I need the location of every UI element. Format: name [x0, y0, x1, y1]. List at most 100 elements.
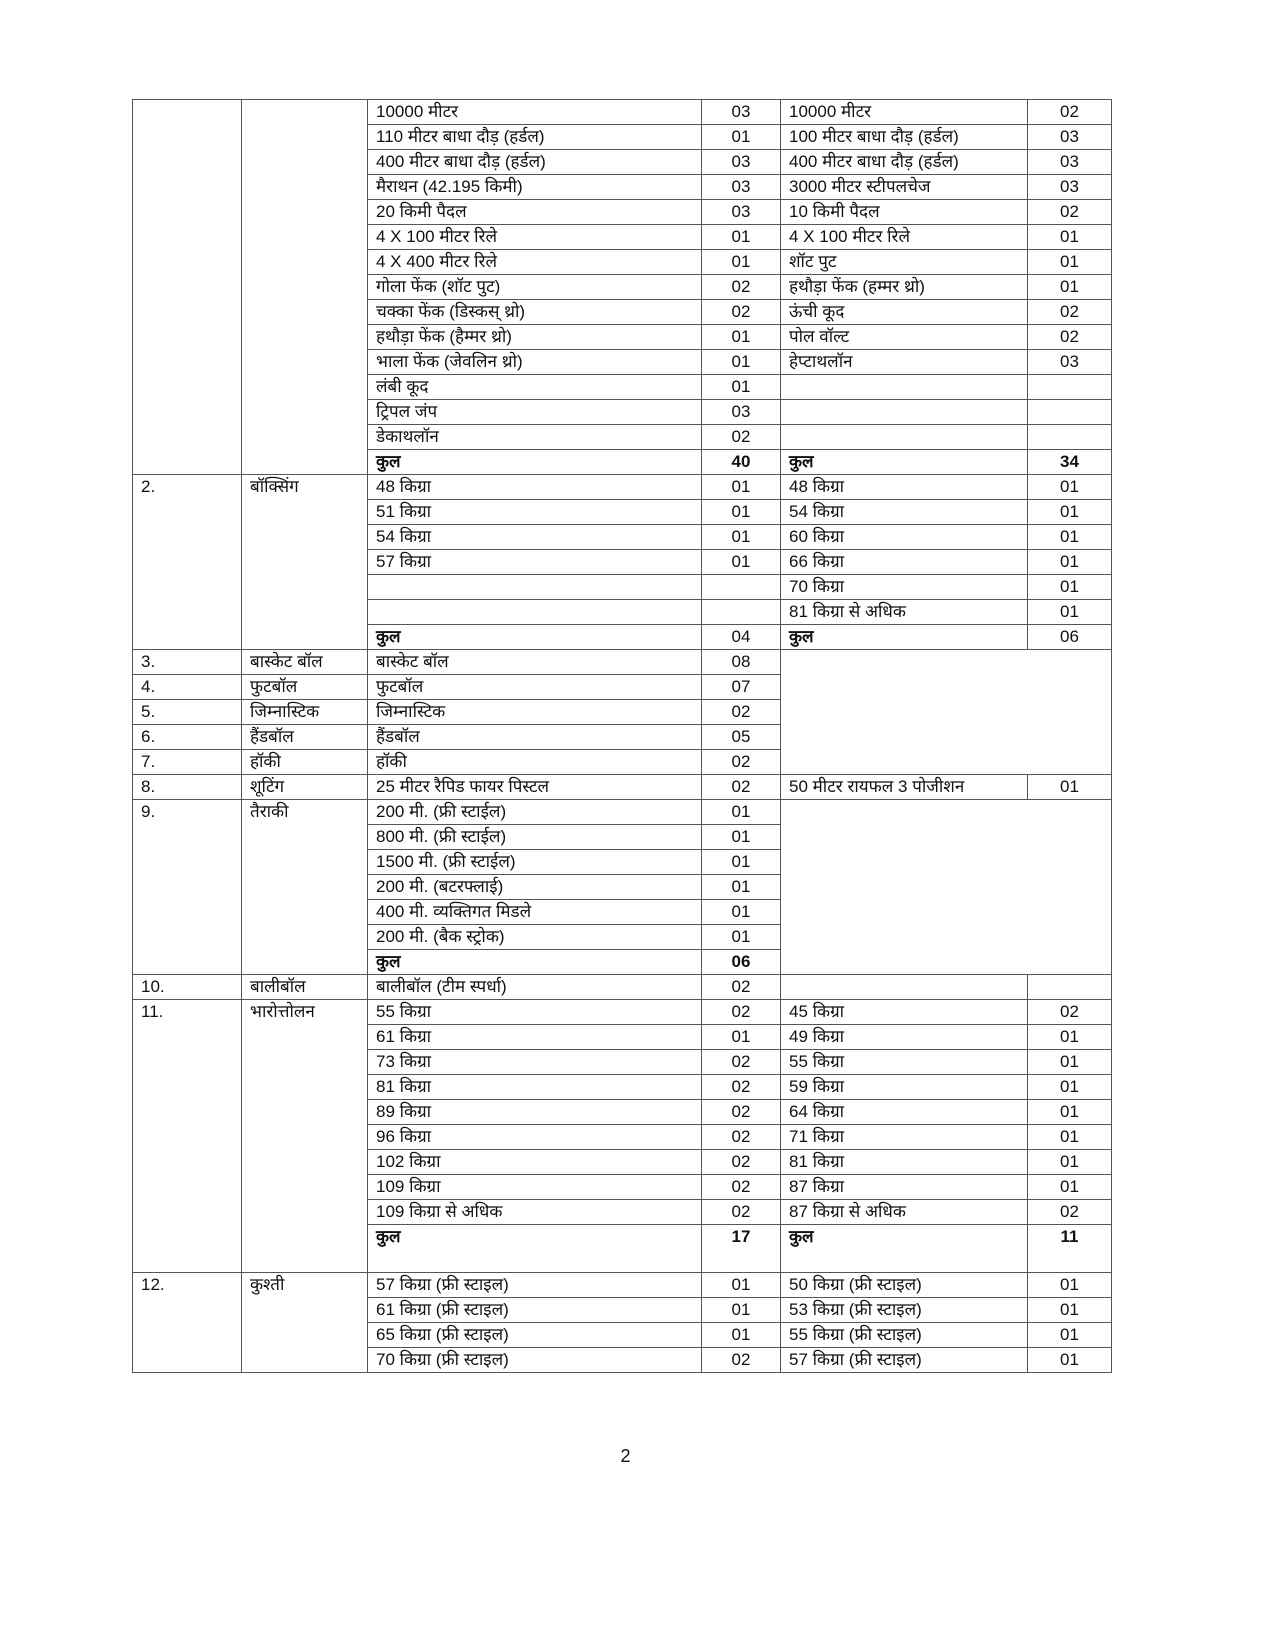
- women-event: 10 किमी पैदल: [780, 199, 1028, 225]
- women-event-count: 02: [1027, 199, 1112, 225]
- men-event: हॉकी: [367, 749, 702, 775]
- table-row: 6. हैंडबॉल हैंडबॉल 05: [132, 724, 1112, 750]
- total-label: कुल: [367, 624, 702, 650]
- men-event-count: 02: [701, 699, 781, 725]
- empty-women-cell: [780, 649, 1112, 775]
- table-row: 4. फुटबॉल फुटबॉल 07: [132, 674, 1112, 700]
- men-event: 200 मी. (फ्री स्टाईल): [367, 799, 702, 825]
- men-event: 4 X 100 मीटर रिले: [367, 224, 702, 250]
- sport-name: कुश्ती: [241, 1272, 368, 1373]
- men-event: लंबी कूद: [367, 374, 702, 400]
- women-event: 64 किग्रा: [780, 1099, 1028, 1125]
- men-event: फुटबॉल: [367, 674, 702, 700]
- women-event: 45 किग्रा: [780, 999, 1028, 1025]
- men-event-count: 01: [701, 799, 781, 825]
- table-row: 800 मी. (फ्री स्टाईल) 01: [133, 824, 1112, 850]
- women-event: 48 किग्रा: [780, 474, 1028, 500]
- table-row: 65 किग्रा (फ्री स्टाइल) 01 55 किग्रा (फ्री…: [133, 1322, 1112, 1348]
- table-row: 2. बॉक्सिंग 48 किग्रा 01 48 किग्रा 01: [132, 474, 1112, 650]
- women-event: 81 किग्रा: [780, 1149, 1028, 1175]
- women-event: 53 किग्रा (फ्री स्टाइल): [780, 1297, 1028, 1323]
- women-event-count: 03: [1027, 124, 1112, 150]
- table-body: 10000 मीटर 03 10000 मीटर 02 110 मीटर बाधा दौ…: [132, 99, 1112, 1373]
- men-event-count: 03: [701, 199, 781, 225]
- men-event: 109 किग्रा से अधिक: [367, 1199, 702, 1225]
- total-label: कुल: [367, 1224, 702, 1273]
- men-event-count: 01: [701, 349, 781, 375]
- sport-name: जिम्नास्टिक: [241, 699, 368, 725]
- men-event-count: 02: [701, 1149, 781, 1175]
- table-row: 102 किग्रा 02 81 किग्रा 01: [133, 1149, 1112, 1175]
- men-event: भाला फेंक (जेवलिन थ्रो): [367, 349, 702, 375]
- women-event-count: 03: [1027, 149, 1112, 175]
- men-event: 57 किग्रा (फ्री स्टाइल): [367, 1272, 702, 1298]
- table-row: गोला फेंक (शॉट पुट) 02 हथौड़ा फेंक (हम्मर …: [133, 274, 1112, 300]
- women-event-count: 02: [1027, 299, 1112, 325]
- women-event-count: 02: [1027, 1199, 1112, 1225]
- men-event: 55 किग्रा: [367, 999, 702, 1025]
- men-total-count: 40: [701, 449, 781, 475]
- women-event-count: 03: [1027, 349, 1112, 375]
- women-event: [780, 374, 1028, 400]
- men-event-count: 03: [701, 174, 781, 200]
- men-event-count: 03: [701, 99, 781, 125]
- men-event: 57 किग्रा: [367, 549, 702, 575]
- women-event-count: 01: [1027, 1272, 1112, 1298]
- men-event: 102 किग्रा: [367, 1149, 702, 1175]
- men-event: चक्का फेंक (डिस्कस् थ्रो): [367, 299, 702, 325]
- women-event: 55 किग्रा: [780, 1049, 1028, 1075]
- men-event-count: 03: [701, 149, 781, 175]
- women-event: 100 मीटर बाधा दौड़ (हर्डल): [780, 124, 1028, 150]
- table-row: 54 किग्रा 01 60 किग्रा 01: [133, 524, 1112, 550]
- men-event-count: 01: [701, 924, 781, 950]
- men-event-count: 01: [701, 1272, 781, 1298]
- sport-name: [241, 99, 368, 475]
- table-row: 400 मीटर बाधा दौड़ (हर्डल) 03 400 मीटर बाध…: [133, 149, 1112, 175]
- total-label: कुल: [367, 449, 702, 475]
- men-event: 4 X 400 मीटर रिले: [367, 249, 702, 275]
- sport-name: हॉकी: [241, 749, 368, 775]
- table-row: 61 किग्रा (फ्री स्टाइल) 01 53 किग्रा (फ्री…: [133, 1297, 1112, 1323]
- men-event-count: 01: [701, 874, 781, 900]
- sport-name: बास्केट बॉल: [241, 649, 368, 675]
- table-row: डेकाथलॉन 02: [133, 424, 1112, 450]
- men-event: जिम्नास्टिक: [367, 699, 702, 725]
- men-event: 65 किग्रा (फ्री स्टाइल): [367, 1322, 702, 1348]
- men-event-count: 01: [701, 324, 781, 350]
- total-row: कुल 17 कुल 11: [133, 1224, 1112, 1273]
- women-event-count: 01: [1027, 1149, 1112, 1175]
- women-event-count: [1027, 399, 1112, 425]
- table-row: 73 किग्रा 02 55 किग्रा 01: [133, 1049, 1112, 1075]
- women-event: 70 किग्रा: [780, 574, 1028, 600]
- men-event: 25 मीटर रैपिड फायर पिस्टल: [367, 774, 702, 800]
- men-event: मैराथन (42.195 किमी): [367, 174, 702, 200]
- men-event-count: 02: [701, 274, 781, 300]
- men-event: 1500 मी. (फ्री स्टाईल): [367, 849, 702, 875]
- men-event: [367, 574, 702, 600]
- men-event: हथौड़ा फेंक (हैम्मर थ्रो): [367, 324, 702, 350]
- women-event: हथौड़ा फेंक (हम्मर थ्रो): [780, 274, 1028, 300]
- serial-number: 12.: [132, 1272, 242, 1373]
- table-row: 20 किमी पैदल 03 10 किमी पैदल 02: [133, 199, 1112, 225]
- women-event: हेप्टाथलॉन: [780, 349, 1028, 375]
- sport-name: फुटबॉल: [241, 674, 368, 700]
- men-event-count: 02: [701, 774, 781, 800]
- men-event-count: 01: [701, 524, 781, 550]
- men-event: ट्रिपल जंप: [367, 399, 702, 425]
- serial-number: 11.: [132, 999, 242, 1273]
- women-event-count: 01: [1027, 1347, 1112, 1373]
- women-event-count: 01: [1027, 1174, 1112, 1200]
- men-event: डेकाथलॉन: [367, 424, 702, 450]
- men-event: बालीबॉल (टीम स्पर्धा): [367, 974, 702, 1000]
- men-event-count: 01: [701, 124, 781, 150]
- women-event-count: 01: [1027, 1124, 1112, 1150]
- total-label: कुल: [367, 949, 702, 975]
- women-event-count: [1027, 374, 1112, 400]
- men-total-count: 04: [701, 624, 781, 650]
- table-row: 200 मी. (बटरफ्लाई) 01: [133, 874, 1112, 900]
- men-event: [367, 599, 702, 625]
- men-event-count: 08: [701, 649, 781, 675]
- women-event: 57 किग्रा (फ्री स्टाइल): [780, 1347, 1028, 1373]
- serial-number: 10.: [132, 974, 242, 1000]
- women-event-count: 01: [1027, 1297, 1112, 1323]
